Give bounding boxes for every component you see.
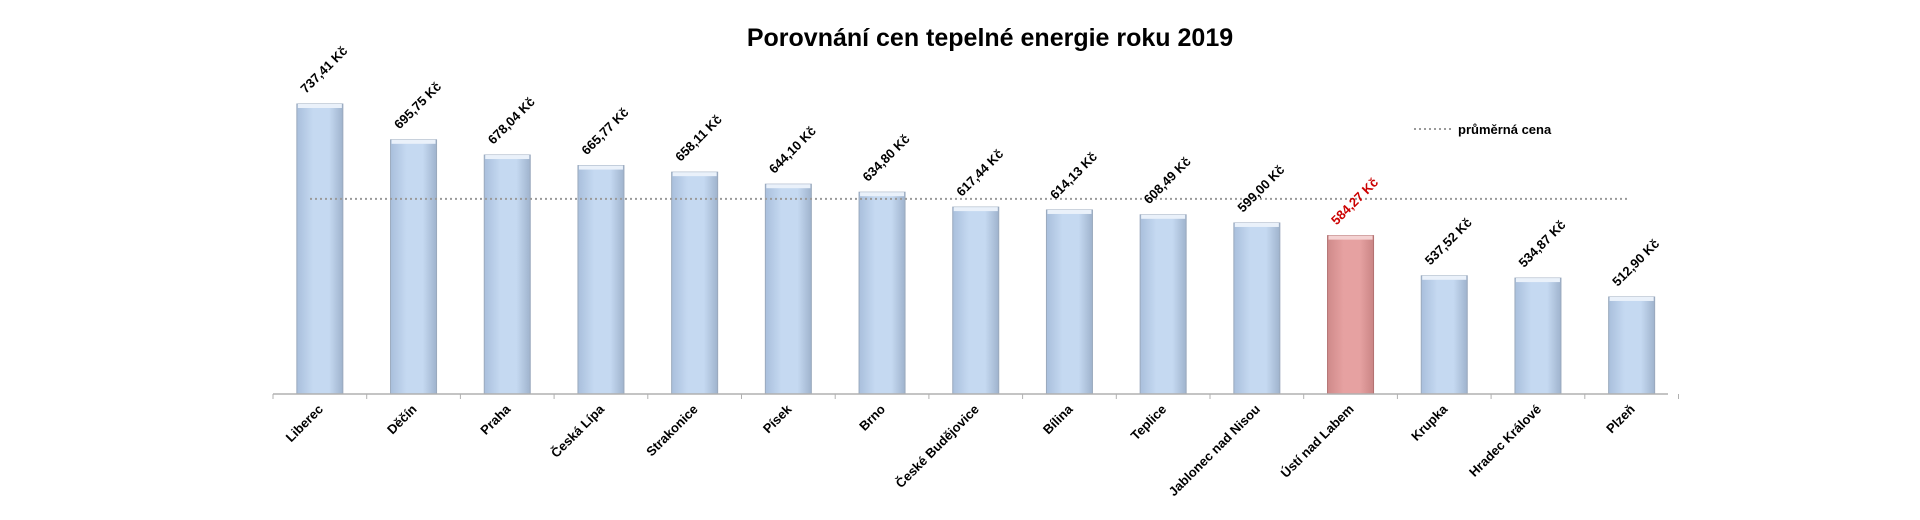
bar: [1045, 209, 1093, 395]
bar-top-highlight: [391, 139, 436, 144]
bar-top-highlight: [1141, 214, 1186, 219]
bar-top-highlight: [672, 172, 717, 177]
category-label: Praha: [477, 401, 514, 438]
category-label: Děčín: [384, 401, 420, 437]
bar-top-highlight: [1234, 222, 1279, 227]
category-label: České Budějovice: [893, 402, 982, 491]
bar: [1139, 214, 1187, 395]
category-labels: Liberec Děčín Praha Česká Lípa Strakonice Pís…: [283, 401, 1638, 499]
value-label: 584,27 Kč: [1328, 175, 1381, 228]
category-label: Plzeň: [1603, 401, 1638, 436]
bar-top-highlight: [1422, 275, 1467, 280]
category-label: Krupka: [1408, 401, 1451, 444]
category-label: Jablonec nad Nisou: [1166, 401, 1263, 498]
bar: [1233, 222, 1281, 395]
bar-top-highlight: [485, 155, 530, 160]
legend: průměrná cena: [1414, 122, 1552, 137]
bar-top-highlight: [953, 207, 998, 212]
bar-top-highlight: [297, 104, 342, 108]
bar-top-highlight: [578, 165, 623, 170]
bar: [296, 103, 344, 395]
value-label: 678,04 Kč: [485, 94, 538, 147]
bar-top-highlight: [766, 184, 811, 189]
value-label: 599,00 Kč: [1234, 162, 1287, 215]
category-label: Bílina: [1040, 401, 1076, 437]
value-label: 537,52 Kč: [1422, 215, 1475, 268]
value-label: 658,11 Kč: [672, 112, 725, 165]
value-label: 617,44 Kč: [953, 146, 1006, 199]
bar: [1608, 296, 1656, 395]
bar: [483, 154, 531, 395]
category-label: Brno: [856, 401, 888, 433]
category-label: Česká Lípa: [548, 401, 608, 461]
bar: [1420, 275, 1468, 395]
category-label: Strakonice: [643, 402, 701, 460]
value-label: 534,87 Kč: [1515, 217, 1568, 270]
category-label: Hradec Králové: [1466, 402, 1544, 480]
value-label: 512,90 Kč: [1609, 236, 1662, 289]
bar: [952, 206, 1000, 395]
bar-top-highlight: [1328, 235, 1373, 240]
x-axis-ticks: [272, 394, 1679, 399]
value-label: 695,75 Kč: [391, 79, 444, 132]
value-label: 665,77 Kč: [578, 105, 631, 158]
category-label: Teplice: [1128, 402, 1170, 444]
legend-average-label: průměrná cena: [1458, 122, 1552, 137]
bar-top-highlight: [1515, 278, 1560, 283]
bar-top-highlight: [1047, 209, 1092, 214]
chart-title: Porovnání cen tepelné energie roku 2019: [747, 24, 1233, 52]
bar: [858, 191, 906, 395]
category-label: Písek: [760, 401, 795, 436]
bar: [671, 171, 719, 395]
value-label: 737,41 Kč: [297, 43, 350, 96]
bar: [1514, 277, 1562, 395]
value-label: 644,10 Kč: [766, 123, 819, 176]
value-label: 634,80 Kč: [860, 131, 913, 184]
bar: [1327, 235, 1375, 395]
category-label: Ústí nad Labem: [1278, 402, 1357, 481]
bar: [577, 165, 625, 395]
bar-top-highlight: [1609, 296, 1654, 301]
bar-top-highlight: [860, 192, 905, 197]
bar: [390, 139, 438, 395]
category-label: Liberec: [283, 402, 326, 445]
bar: [764, 183, 812, 395]
value-label: 614,13 Kč: [1047, 149, 1100, 202]
